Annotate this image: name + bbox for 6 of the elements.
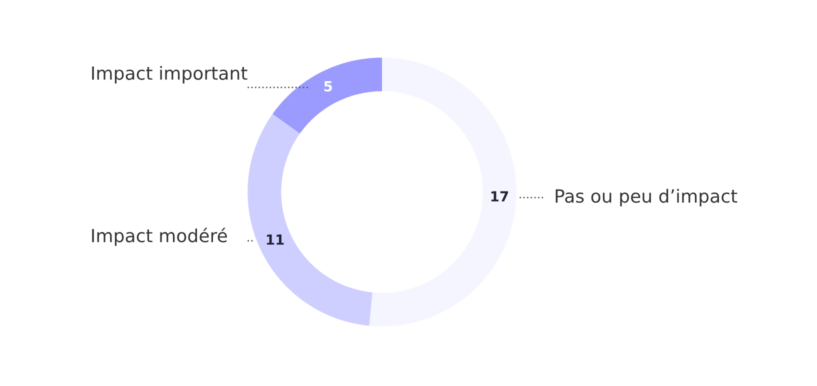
data-label: 11 — [266, 234, 284, 245]
data-label: 17 — [491, 191, 508, 202]
slice-label: Impact modéré — [92, 228, 227, 246]
data-label: 5 — [324, 81, 332, 92]
slice-label: Impact important — [92, 66, 248, 84]
slice-label: Pas ou peu d’impact — [556, 188, 738, 206]
